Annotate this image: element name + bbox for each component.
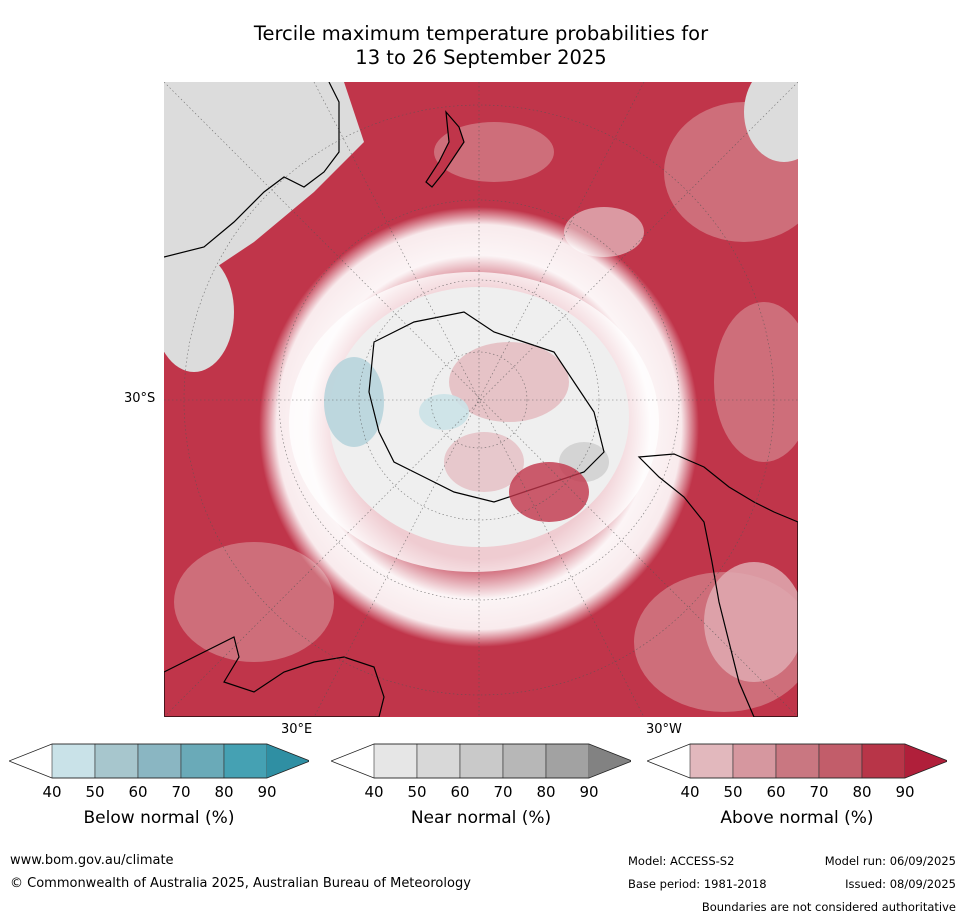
colorbar-above-normal-under-arrow — [647, 744, 690, 778]
latitude-label-30s: 30°S — [124, 391, 156, 406]
colorbar-below-normal-segment-70 — [180, 743, 225, 779]
colorbar-above-normal-tick-50: 50 — [723, 783, 743, 801]
title-line-1: Tercile maximum temperature probabilitie… — [253, 22, 709, 45]
colorbar-above-normal-label: Above normal (%) — [720, 808, 874, 828]
copyright-text: © Commonwealth of Australia 2025, Austra… — [10, 876, 471, 891]
africa-coastline — [164, 636, 385, 717]
website-text: www.bom.gov.au/climate — [10, 853, 174, 868]
colorbar-near-normal-tick-60: 60 — [450, 783, 470, 801]
colorbar-near-normal-tick-80: 80 — [536, 783, 556, 801]
colorbar-near-normal-segment-70 — [502, 743, 547, 779]
model-run-text: Model run: 06/09/2025 — [824, 854, 956, 868]
colorbar-near-normal-outline — [331, 743, 631, 779]
colorbar-near-normal-segment-50 — [416, 743, 461, 779]
chart-title: Tercile maximum temperature probabilitie… — [164, 22, 798, 70]
colorbar-above-normal-tick-80: 80 — [852, 783, 872, 801]
colorbar-below-normal-under-arrow — [9, 744, 52, 778]
colorbar-below-normal: 40 50 60 70 80 90 Below normal (%) — [9, 742, 309, 842]
colorbar-near-normal-tick-50: 50 — [407, 783, 427, 801]
colorbar-near-normal: 40 50 60 70 80 90 Near normal (%) — [331, 742, 631, 842]
colorbar-below-normal-tick-40: 40 — [42, 783, 62, 801]
colorbar-near-normal-tick-70: 70 — [493, 783, 513, 801]
model-text: Model: ACCESS-S2 — [628, 854, 735, 868]
colorbar-near-normal-swatches — [331, 743, 631, 779]
colorbar-near-normal-ticks: 40 50 60 70 80 90 — [331, 783, 631, 803]
title-line-2: 13 to 26 September 2025 — [355, 46, 607, 69]
colorbar-below-normal-segment-60 — [137, 743, 182, 779]
south-america-coastline — [637, 453, 798, 717]
colorbar-above-normal-tick-90: 90 — [895, 783, 915, 801]
colorbar-near-normal-label: Near normal (%) — [410, 808, 552, 828]
colorbar-near-normal-segment-80 — [545, 743, 590, 779]
colorbar-above-normal-tick-40: 40 — [680, 783, 700, 801]
colorbar-above-normal-outline — [647, 743, 947, 779]
australia-coastline — [164, 82, 340, 258]
longitude-label-30e: 30°E — [281, 722, 313, 737]
colorbar-below-normal-outline — [9, 743, 309, 779]
issued-text: Issued: 08/09/2025 — [845, 877, 956, 891]
antarctica-coastline — [368, 311, 605, 503]
colorbar-below-normal-over-arrow — [267, 744, 309, 778]
colorbar-near-normal-over-arrow — [589, 744, 631, 778]
colorbar-below-normal-label: Below normal (%) — [83, 808, 235, 828]
colorbar-above-normal-tick-60: 60 — [766, 783, 786, 801]
graticule — [164, 82, 798, 717]
southern-hemisphere-map — [164, 82, 798, 717]
colorbar-below-normal-swatches — [9, 743, 309, 779]
colorbar-above-normal-segment-60 — [775, 743, 820, 779]
colorbar-near-normal-tick-40: 40 — [364, 783, 384, 801]
colorbar-below-normal-tick-80: 80 — [214, 783, 234, 801]
colorbar-below-normal-tick-50: 50 — [85, 783, 105, 801]
colorbar-above-normal-ticks: 40 50 60 70 80 90 — [647, 783, 947, 803]
colorbar-above-normal-segment-40 — [689, 743, 734, 779]
colorbar-above-normal-swatches — [647, 743, 947, 779]
colorbar-above-normal-segment-80 — [861, 743, 906, 779]
colorbar-below-normal-tick-60: 60 — [128, 783, 148, 801]
colorbar-above-normal-segment-70 — [818, 743, 863, 779]
longitude-label-30w: 30°W — [646, 722, 682, 737]
colorbar-below-normal-tick-70: 70 — [171, 783, 191, 801]
colorbar-above-normal: 40 50 60 70 80 90 Above normal (%) — [647, 742, 947, 842]
base-period-text: Base period: 1981-2018 — [628, 877, 767, 891]
colorbar-below-normal-segment-80 — [223, 743, 268, 779]
colorbar-near-normal-tick-90: 90 — [579, 783, 599, 801]
colorbar-near-normal-segment-60 — [459, 743, 504, 779]
colorbar-below-normal-ticks: 40 50 60 70 80 90 — [9, 783, 309, 803]
colorbar-above-normal-over-arrow — [905, 744, 947, 778]
colorbar-near-normal-segment-40 — [373, 743, 418, 779]
colorbar-above-normal-segment-50 — [732, 743, 777, 779]
new-zealand-coastline — [425, 110, 465, 188]
colorbar-below-normal-segment-40 — [51, 743, 96, 779]
disclaimer-text: Boundaries are not considered authoritat… — [701, 900, 956, 914]
colorbar-below-normal-segment-50 — [94, 743, 139, 779]
colorbar-near-normal-under-arrow — [331, 744, 374, 778]
colorbar-above-normal-tick-70: 70 — [809, 783, 829, 801]
colorbar-below-normal-tick-90: 90 — [257, 783, 277, 801]
